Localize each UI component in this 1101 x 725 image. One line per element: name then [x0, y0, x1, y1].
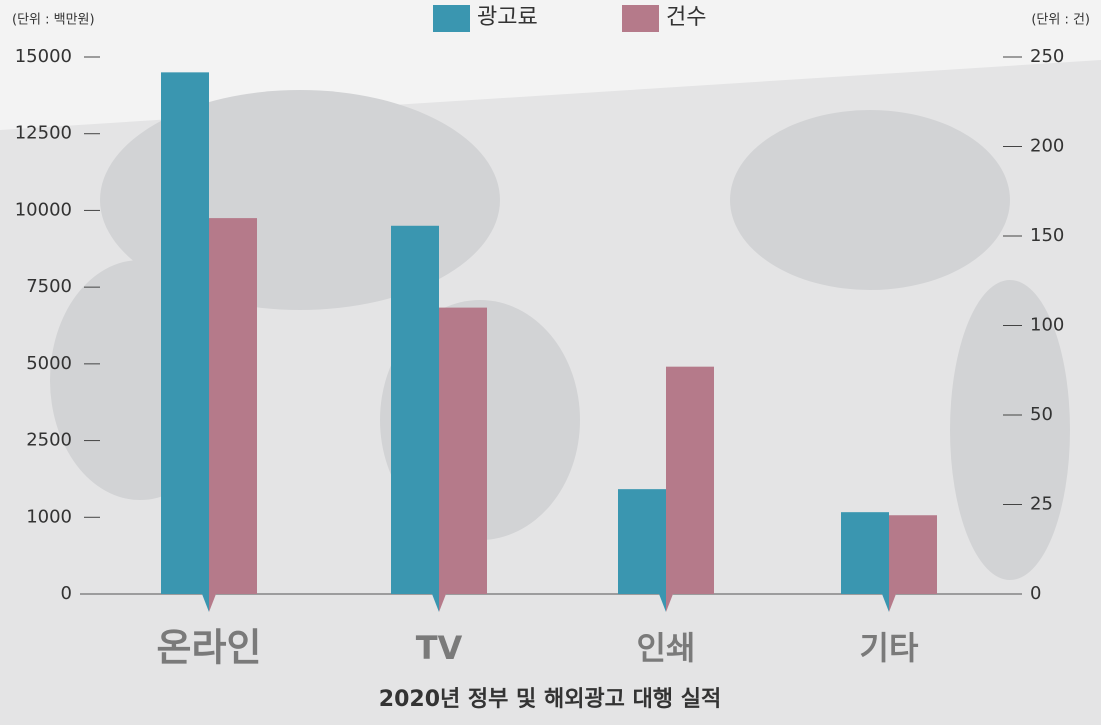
legend-swatch [433, 5, 470, 32]
legend-label: 건수 [666, 5, 706, 30]
y-tick-label: 0 [61, 583, 72, 604]
bar [889, 515, 937, 594]
y-tick-label: 5000 [26, 353, 72, 374]
bar-pointer [202, 594, 209, 612]
bar-pointer [889, 594, 896, 612]
bar-pointer [209, 594, 216, 612]
bar [209, 218, 257, 594]
x-tick-label: 인쇄 [637, 629, 696, 667]
bar-pointer [439, 594, 446, 612]
x-tick-label: 온라인 [157, 626, 262, 670]
x-tick-label: 기타 [860, 629, 919, 667]
y2-tick-label: 200 [1030, 136, 1064, 157]
y-tick-label: 12500 [15, 123, 72, 144]
bar [618, 489, 666, 594]
bar-pointer [666, 594, 673, 612]
bar [439, 307, 487, 594]
chart-title: 2020년 정부 및 해외광고 대행 실적 [379, 687, 721, 712]
y2-unit-label: (단위 : 건) [1031, 13, 1090, 28]
y2-tick-label: 150 [1030, 225, 1064, 246]
bar [161, 72, 209, 595]
y-unit-label: (단위 : 백만원) [12, 13, 95, 28]
y2-tick-label: 50 [1030, 404, 1053, 425]
y-tick-label: 15000 [15, 46, 72, 67]
legend-label: 광고료 [477, 5, 538, 30]
bar [666, 366, 714, 594]
y2-tick-label: 25 [1030, 494, 1053, 515]
y-tick-label: 1000 [26, 506, 72, 527]
bar [841, 512, 889, 594]
legend-swatch [622, 5, 659, 32]
bar [391, 225, 439, 594]
y2-tick-label: 0 [1030, 583, 1041, 604]
bar-pointer [659, 594, 666, 612]
y-tick-label: 7500 [26, 276, 72, 297]
bar-pointer [432, 594, 439, 612]
y-tick-label: 10000 [15, 199, 72, 220]
y2-tick-label: 100 [1030, 315, 1064, 336]
x-tick-label: TV [416, 629, 463, 667]
y2-tick-label: 250 [1030, 46, 1064, 67]
y-tick-label: 2500 [26, 430, 72, 451]
bar-pointer [882, 594, 889, 612]
